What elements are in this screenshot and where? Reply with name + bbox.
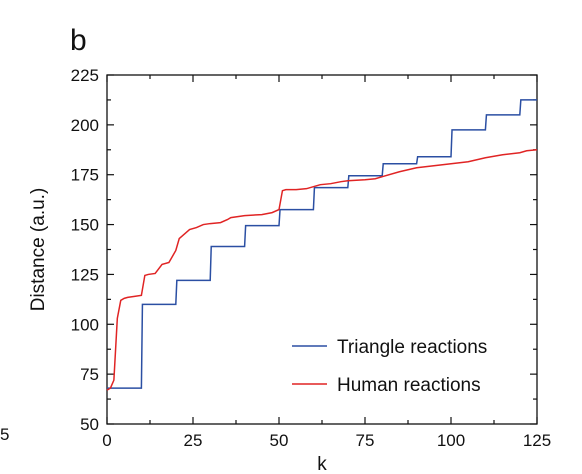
plot-frame	[106, 74, 538, 425]
series-line-human-reactions	[106, 149, 538, 391]
legend: Triangle reactions Human reactions	[292, 337, 487, 396]
y-tick-label: 150	[71, 216, 99, 235]
y-tick-label: 75	[80, 365, 99, 384]
x-tick-label: 75	[356, 431, 375, 450]
y-tick-label: 50	[80, 415, 99, 434]
series-lines	[106, 99, 538, 391]
x-tick-label: 50	[270, 431, 289, 450]
legend-label: Human reactions	[337, 375, 481, 396]
x-tick-label: 125	[523, 431, 551, 450]
y-tick-label: 125	[71, 265, 99, 284]
x-tick-label: 25	[184, 431, 203, 450]
y-axis-label: Distance (a.u.)	[28, 188, 49, 312]
panel-label: b	[70, 24, 87, 57]
x-tick-label: 100	[437, 431, 465, 450]
y-tick-label: 200	[71, 116, 99, 135]
axes: 0 25 50 75 100 125 50 75 100 125 150 175 200 225	[71, 66, 552, 450]
y-tick-label: 175	[71, 166, 99, 185]
x-axis-label: k	[317, 454, 327, 474]
x-tick-label: 0	[102, 431, 111, 450]
series-line-triangle-reactions	[107, 99, 537, 389]
legend-label: Triangle reactions	[337, 337, 487, 358]
clipped-tick-label: 5	[0, 425, 9, 444]
y-tick-label: 225	[71, 66, 99, 85]
y-tick-label: 100	[71, 315, 99, 334]
